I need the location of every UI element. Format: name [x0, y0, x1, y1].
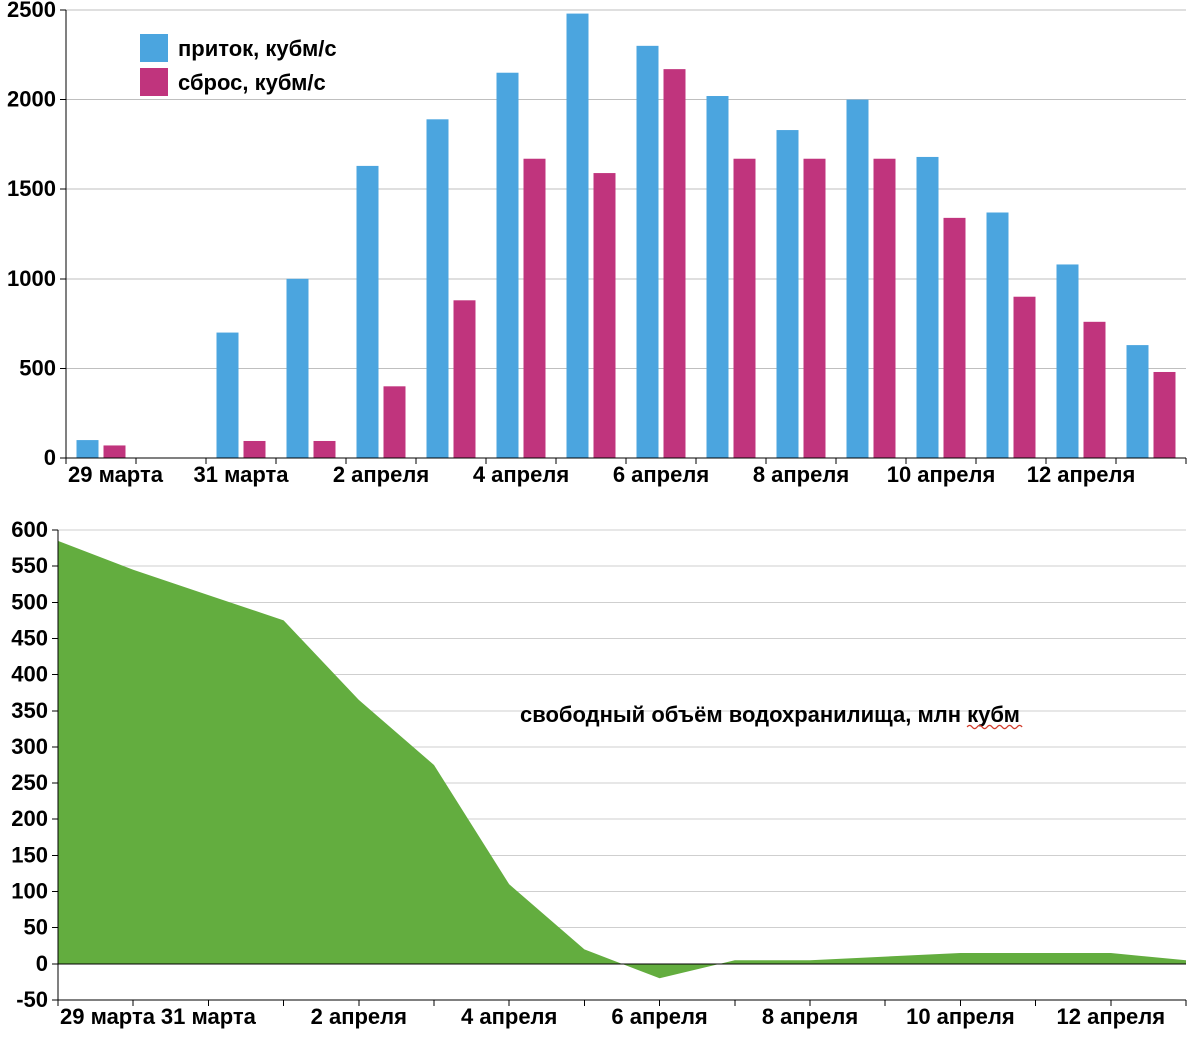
bar-x-tick-label: 12 апреля — [1027, 462, 1136, 487]
area-fill — [58, 541, 1186, 978]
area-y-tick-label: 100 — [11, 879, 48, 904]
bar-outflow — [804, 159, 826, 458]
chart-svg: 0500100015002000250029 марта31 марта2 ап… — [0, 0, 1200, 1043]
bar-outflow — [1154, 372, 1176, 458]
bar-outflow — [734, 159, 756, 458]
legend-swatch-outflow — [140, 68, 168, 96]
bar-inflow — [707, 96, 729, 458]
bar-y-tick-label: 0 — [44, 445, 56, 470]
bar-outflow — [104, 445, 126, 458]
bar-outflow — [384, 386, 406, 458]
area-chart: -50 0 50 100 150 200 250 300 350 400 450 500 550 600 2… — [11, 517, 1186, 1029]
area-x-tick-label: 10 апреля — [906, 1004, 1015, 1029]
bar-inflow — [497, 73, 519, 458]
area-y-tick-label: 400 — [11, 662, 48, 687]
bar-inflow — [847, 100, 869, 458]
bar-outflow — [944, 218, 966, 458]
bar-outflow — [244, 441, 266, 458]
bar-inflow — [1127, 345, 1149, 458]
legend-label-outflow: сброс, кубм/с — [178, 70, 326, 95]
area-y-tick-label: 50 — [24, 915, 48, 940]
bar-inflow — [777, 130, 799, 458]
bar-y-tick-label: 2500 — [7, 0, 56, 22]
bar-y-tick-label: 1000 — [7, 266, 56, 291]
bar-outflow — [524, 159, 546, 458]
bar-inflow — [287, 279, 309, 458]
bar-inflow — [917, 157, 939, 458]
bar-x-tick-label: 6 апреля — [613, 462, 709, 487]
area-y-tick-label: -50 — [16, 987, 48, 1012]
bar-x-tick-label: 31 марта — [194, 462, 290, 487]
area-y-tick-label: 450 — [11, 625, 48, 650]
area-x-tick-label: 6 апреля — [611, 1004, 707, 1029]
area-x-tick-label: 12 апреля — [1057, 1004, 1166, 1029]
bar-outflow — [874, 159, 896, 458]
bar-x-tick-label: 10 апреля — [887, 462, 996, 487]
area-y-tick-label: 350 — [11, 698, 48, 723]
bar-outflow — [1014, 297, 1036, 458]
bar-inflow — [567, 14, 589, 458]
bar-y-tick-label: 1500 — [7, 176, 56, 201]
bar-outflow — [454, 300, 476, 458]
bar-x-tick-label: 29 марта — [68, 462, 164, 487]
legend-label-inflow: приток, кубм/с — [178, 36, 337, 61]
bar-x-tick-label: 4 апреля — [473, 462, 569, 487]
legend-swatch-inflow — [140, 34, 168, 62]
bar-outflow — [314, 441, 336, 458]
bar-inflow — [217, 333, 239, 458]
area-y-tick-label: 500 — [11, 589, 48, 614]
bar-x-tick-label: 2 апреля — [333, 462, 429, 487]
area-y-tick-label: 600 — [11, 517, 48, 542]
area-caption: свободный объём водохранилища, млн кубм — [520, 702, 1020, 727]
bar-inflow — [357, 166, 379, 458]
bar-inflow — [987, 212, 1009, 458]
area-x-tick-label: 4 апреля — [461, 1004, 557, 1029]
area-x-tick-label: 2 апреля — [311, 1004, 407, 1029]
area-y-tick-label: 300 — [11, 734, 48, 759]
bar-outflow — [1084, 322, 1106, 458]
area-x-tick-label: 8 апреля — [762, 1004, 858, 1029]
bar-x-tick-label: 8 апреля — [753, 462, 849, 487]
bar-y-tick-label: 500 — [19, 355, 56, 380]
bar-inflow — [637, 46, 659, 458]
area-x-tick-label: 31 марта — [161, 1004, 257, 1029]
area-y-tick-label: 200 — [11, 806, 48, 831]
area-y-tick-label: 0 — [36, 951, 48, 976]
bar-outflow — [594, 173, 616, 458]
bar-y-tick-label: 2000 — [7, 87, 56, 112]
bar-inflow — [77, 440, 99, 458]
area-y-tick-label: 250 — [11, 770, 48, 795]
bar-inflow — [427, 119, 449, 458]
area-y-tick-label: 550 — [11, 553, 48, 578]
bar-outflow — [664, 69, 686, 458]
bar-chart: 0 500 1000 1500 2000 2500 29 марта 31 марта 2 ап… — [7, 0, 1186, 487]
chart-canvas: 0500100015002000250029 марта31 марта2 ап… — [0, 0, 1200, 1043]
area-y-tick-label: 150 — [11, 842, 48, 867]
bar-inflow — [1057, 264, 1079, 458]
area-x-tick-label: 29 марта — [60, 1004, 156, 1029]
